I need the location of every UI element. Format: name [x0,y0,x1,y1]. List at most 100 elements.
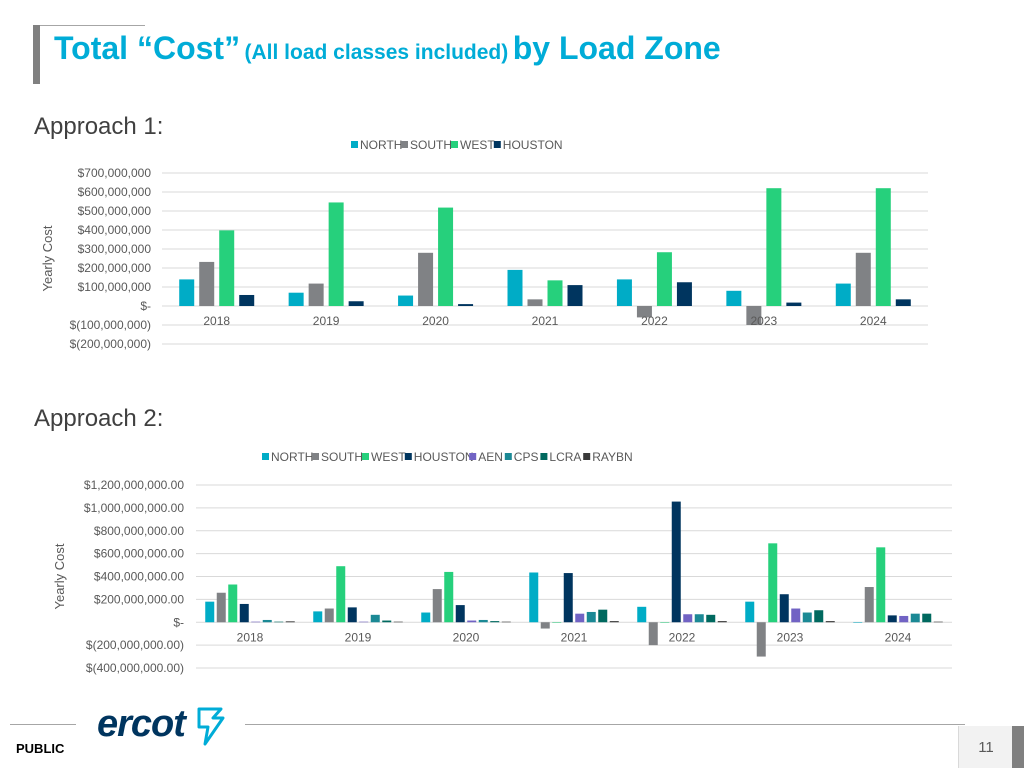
chart2-bar-west-2023 [768,543,778,623]
chart2-legend-swatch-south [312,453,319,460]
chart1-bar-houston-2020 [458,304,474,306]
chart2-bar-houston-2018 [239,603,249,623]
chart2-bar-aen-2021 [575,613,585,623]
chart1-bar-south-2018 [199,261,215,306]
chart2-ytick-label: $800,000,000.00 [94,524,184,538]
chart2-bar-houston-2023 [779,594,789,623]
chart2-bar-west-2021 [552,622,562,623]
title-accent-bar [33,25,40,84]
chart2-bar-south-2019 [324,608,334,623]
chart1-category-label-2021: 2021 [532,314,559,328]
chart2-legend-swatch-aen [469,453,477,460]
chart2-bar-north-2022 [637,606,647,623]
chart2-bar-west-2018 [228,584,238,623]
chart1-legend-south: SOUTH [410,138,452,152]
chart2-legend-swatch-cps [504,453,512,460]
chart2-bar-south-2024 [864,587,874,623]
chart2-bar-raybn-2021 [609,621,619,623]
chart1-bar-houston-2022 [676,282,692,306]
chart1-ytick-label: $400,000,000 [78,223,152,237]
chart1-category-label-2022: 2022 [641,314,668,328]
page-number-text: 11 [978,738,994,756]
chart1-bar-south-2023 [746,306,762,325]
chart2-category-label-2021: 2021 [561,630,588,644]
chart1-y-axis-title: Yearly Cost [40,225,55,291]
chart2-bar-south-2021 [540,622,550,629]
ercot-logo: ercot [97,703,225,746]
chart1-bar-north-2022 [616,279,632,306]
chart2-bar-raybn-2018 [285,621,295,623]
approach-1-label: Approach 1: [34,113,164,140]
chart1-bar-north-2018 [179,279,195,306]
chart2-bar-cps-2023 [802,612,812,623]
chart2-bar-west-2019 [336,566,346,623]
chart2-bar-cps-2022 [694,614,704,623]
chart2-category-label-2023: 2023 [777,630,804,644]
chart1-category-label-2023: 2023 [751,314,778,328]
chart2-bar-south-2023 [756,622,766,657]
chart2-bar-aen-2020 [467,620,477,623]
chart1-category-label-2024: 2024 [860,314,887,328]
chart2-legend-swatch-north [262,453,269,460]
chart2-category-label-2022: 2022 [669,630,696,644]
chart2-bar-raybn-2023 [825,621,835,623]
chart2-ytick-label: $- [173,615,184,629]
chart1-bar-west-2023 [766,188,782,306]
title-suffix: by Load Zone [512,30,721,66]
approach-2-label: Approach 2: [34,405,164,432]
chart2-ytick-label: $1,000,000,000.00 [84,501,184,515]
chart2-ytick-label: $600,000,000.00 [94,547,184,561]
chart2-legend-cps: CPS [514,450,539,464]
footer-accent-bar [1012,726,1024,768]
chart2-bar-houston-2020 [455,605,465,623]
chart2-legend-swatch-houston [404,453,412,460]
chart1-ytick-label: $700,000,000 [78,166,152,180]
chart2-category-label-2024: 2024 [885,630,912,644]
chart2-bar-south-2018 [216,592,226,623]
chart2-bar-west-2022 [660,622,670,623]
chart2-bar-houston-2021 [563,573,573,623]
chart2-bar-lcra-2024 [922,613,932,623]
chart1-bar-south-2020 [418,252,434,306]
chart2-legend-swatch-raybn [583,453,591,460]
chart1-ytick-label: $(100,000,000) [70,318,151,332]
chart2-bar-cps-2018 [262,619,272,623]
chart1-bar-south-2024 [855,252,871,306]
chart1-bar-west-2022 [656,252,672,306]
chart2-bar-raybn-2022 [717,621,727,623]
chart2-bar-north-2023 [745,601,755,623]
chart2-bar-cps-2019 [370,614,380,623]
chart2-legend-houston: HOUSTON [414,450,474,464]
chart-approach-1: NORTH SOUTH WEST HOUSTON $700,000,000 $600,00… [40,138,928,351]
chart1-ytick-label: $- [140,299,151,313]
chart2-ytick-label: $(400,000,000.00) [86,661,184,675]
chart1-legend-swatch-houston [493,141,501,148]
chart2-category-label-2019: 2019 [345,630,372,644]
chart2-bar-lcra-2021 [598,609,608,623]
chart2-bar-cps-2021 [586,611,596,623]
chart-approach-2: NORTH SOUTH WEST HOUSTON AEN CPS LCRA RAYBN $1,2… [52,450,952,675]
chart1-legend-west: WEST [460,138,495,152]
chart1-bar-north-2023 [726,290,742,306]
page-title: Total “Cost” (All load classes included)… [54,30,721,67]
chart2-bar-west-2020 [444,571,454,623]
lightning-bolt-icon [197,707,225,746]
chart2-bar-cps-2024 [910,613,920,623]
chart1-bar-west-2021 [547,280,563,306]
chart2-legend-swatch-lcra [540,453,548,460]
chart1-bar-south-2021 [527,299,543,306]
chart2-category-label-2018: 2018 [237,630,264,644]
chart2-bar-lcra-2022 [706,614,716,623]
chart1-bar-houston-2021 [567,285,583,306]
chart2-bar-raybn-2020 [501,621,511,623]
chart2-bar-south-2022 [648,622,658,646]
chart2-bar-south-2020 [432,589,442,623]
chart2-bar-north-2021 [529,572,539,623]
public-label: PUBLIC [16,741,65,756]
chart1-bar-houston-2023 [786,302,802,306]
chart1-bar-west-2020 [438,207,454,306]
chart1-ytick-label: $100,000,000 [78,280,152,294]
chart1-bar-houston-2024 [895,299,911,306]
chart2-bar-north-2018 [205,601,215,623]
chart1-category-label-2020: 2020 [422,314,449,328]
